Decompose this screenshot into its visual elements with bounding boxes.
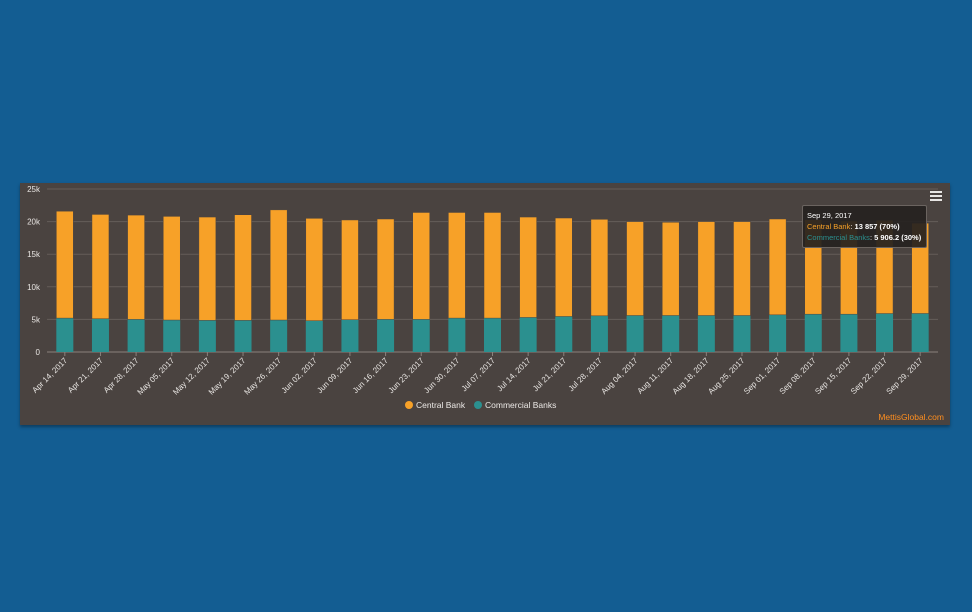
bar-commercial-banks xyxy=(911,313,929,352)
legend-label: Commercial Banks xyxy=(485,400,556,410)
bar-central-bank xyxy=(162,216,181,321)
bar-commercial-banks xyxy=(519,317,537,352)
bar-central-bank xyxy=(519,216,537,318)
x-tick-label: Sep 15, 2017 xyxy=(813,356,853,396)
bar-commercial-banks xyxy=(769,314,787,352)
bar-commercial-banks xyxy=(305,320,323,352)
bar-commercial-banks xyxy=(198,320,216,352)
x-tick-label: Apr 28, 2017 xyxy=(102,356,141,395)
bar-commercial-banks xyxy=(590,315,608,352)
bar-commercial-banks xyxy=(697,315,715,352)
x-tick-label: Jun 02, 2017 xyxy=(280,356,319,395)
x-tick-label: Sep 08, 2017 xyxy=(778,356,818,396)
bar-commercial-banks xyxy=(662,315,680,352)
y-tick-label: 5k xyxy=(32,315,41,324)
bar-commercial-banks xyxy=(412,319,430,352)
bar-central-bank xyxy=(269,209,288,321)
x-tick-label: May 26, 2017 xyxy=(242,356,283,397)
bar-commercial-banks xyxy=(91,318,109,352)
legend-marker xyxy=(405,401,413,409)
bar-central-bank xyxy=(555,217,573,317)
x-tick-label: Sep 29, 2017 xyxy=(885,356,925,396)
bar-commercial-banks xyxy=(804,314,822,352)
bar-commercial-banks xyxy=(377,319,395,352)
legend[interactable]: Central Bank Commercial Banks xyxy=(405,400,556,410)
tooltip-row-commercial-banks: Commercial Banks: 5 906.2 (30%) xyxy=(807,233,922,242)
x-tick-label: Jun 23, 2017 xyxy=(387,356,426,395)
tooltip-series-value: 13 857 (70%) xyxy=(854,222,900,231)
x-tick-label: Jul 21, 2017 xyxy=(531,356,569,394)
y-axis: 0 5k 10k 15k 20k 25k xyxy=(27,185,41,357)
bar-commercial-banks xyxy=(733,315,751,352)
x-tick-label: Apr 14, 2017 xyxy=(30,356,69,395)
bar-commercial-banks xyxy=(555,316,573,352)
y-tick-label: 15k xyxy=(27,250,41,259)
bar-central-bank xyxy=(127,214,145,320)
x-tick-label: Jul 14, 2017 xyxy=(495,356,533,394)
bar-commercial-banks xyxy=(840,314,858,352)
bars xyxy=(56,209,929,352)
bar-commercial-banks xyxy=(876,313,894,352)
bar-central-bank xyxy=(376,218,395,320)
bar-commercial-banks xyxy=(234,320,252,352)
bar-central-bank xyxy=(198,216,217,321)
bar-commercial-banks xyxy=(448,318,466,352)
bar-commercial-banks xyxy=(484,318,501,352)
x-tick-label: Jul 07, 2017 xyxy=(460,356,498,394)
bar-commercial-banks xyxy=(270,320,288,352)
x-tick-label: Aug 18, 2017 xyxy=(671,356,711,396)
legend-label: Central Bank xyxy=(416,400,466,410)
tooltip-row-central-bank: Central Bank: 13 857 (70%) xyxy=(807,222,900,231)
bar-central-bank xyxy=(626,221,644,316)
bar-commercial-banks xyxy=(341,319,359,352)
x-tick-label: Aug 04, 2017 xyxy=(599,356,639,396)
bar-central-bank xyxy=(341,219,359,320)
tooltip-header: Sep 29, 2017 xyxy=(807,211,852,220)
bar-commercial-banks xyxy=(56,318,74,352)
bar-central-bank xyxy=(448,212,466,319)
tooltip-series-name: Commercial Banks xyxy=(807,233,870,242)
x-tick-label: Jun 30, 2017 xyxy=(422,356,461,395)
bar-commercial-banks xyxy=(163,320,181,352)
legend-marker xyxy=(474,401,482,409)
tooltip: Sep 29, 2017 Central Bank: 13 857 (70%) … xyxy=(802,205,928,248)
x-tick-label: Sep 01, 2017 xyxy=(742,356,782,396)
tooltip-series-value: 5 906.2 (30%) xyxy=(874,233,922,242)
y-tick-label: 25k xyxy=(27,185,41,194)
bar-central-bank xyxy=(697,221,716,316)
bar-central-bank xyxy=(483,212,502,319)
y-tick-label: 0 xyxy=(36,348,41,357)
bar-commercial-banks xyxy=(626,315,644,352)
x-tick-label: Sep 22, 2017 xyxy=(849,356,889,396)
bar-central-bank xyxy=(305,218,324,321)
x-tick-label: Aug 25, 2017 xyxy=(706,356,746,396)
legend-item-commercial-banks[interactable]: Commercial Banks xyxy=(474,400,556,410)
y-tick-label: 10k xyxy=(27,283,41,292)
bar-central-bank xyxy=(91,214,110,319)
bar-central-bank xyxy=(590,219,609,317)
bar-central-bank xyxy=(733,221,751,316)
x-tick-label: Apr 21, 2017 xyxy=(66,356,105,395)
x-tick-label: Jun 09, 2017 xyxy=(315,356,354,395)
y-tick-label: 20k xyxy=(27,218,41,227)
bar-central-bank xyxy=(768,218,787,316)
chart-panel: 0 5k 10k 15k 20k 25k Apr 14, 2017 Apr 21, 2017… xyxy=(20,183,950,425)
tooltip-series-name: Central Bank xyxy=(807,222,851,231)
hamburger-menu-icon[interactable] xyxy=(930,191,942,201)
legend-item-central-bank[interactable]: Central Bank xyxy=(405,400,466,410)
x-tick-label: Jul 28, 2017 xyxy=(567,356,605,394)
bar-central-bank xyxy=(56,210,74,319)
x-tick-label: Jun 16, 2017 xyxy=(351,356,390,395)
bar-commercial-banks xyxy=(127,319,145,352)
bar-central-bank xyxy=(412,212,430,320)
bar-central-bank xyxy=(661,222,680,316)
bar-central-bank xyxy=(234,214,252,321)
credit-link[interactable]: MettisGlobal.com xyxy=(878,412,944,422)
